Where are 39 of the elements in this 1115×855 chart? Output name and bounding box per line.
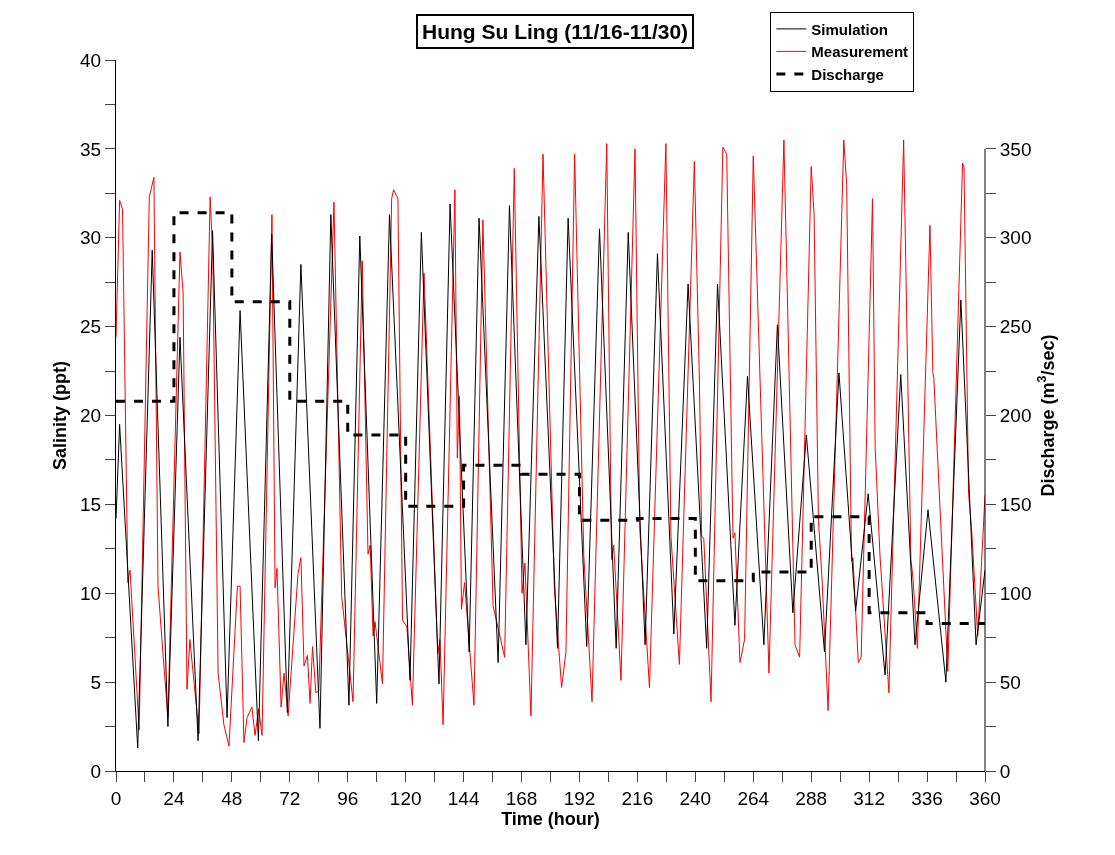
x-tick-label: 240 bbox=[679, 787, 712, 809]
x-tick-label: 288 bbox=[795, 787, 828, 809]
y2-tick-label: 0 bbox=[999, 760, 1011, 782]
x-tick-label: 360 bbox=[969, 787, 1001, 809]
x-tick-label: 0 bbox=[110, 787, 122, 809]
x-tick-label: 72 bbox=[279, 787, 301, 809]
y2-tick-label: 350 bbox=[999, 138, 1032, 160]
y-tick-label: 25 bbox=[80, 316, 102, 338]
x-tick-label: 96 bbox=[337, 787, 359, 809]
y-tick-label: 35 bbox=[80, 138, 102, 160]
x-tick-label: 336 bbox=[911, 787, 943, 809]
x-tick-label: 312 bbox=[853, 787, 885, 809]
y2-tick-label: 250 bbox=[999, 316, 1032, 338]
y2-tick-label: 50 bbox=[999, 671, 1021, 693]
y-tick-label: 15 bbox=[80, 494, 102, 516]
legend-label: Discharge bbox=[811, 65, 884, 83]
chart-title: Hung Su Ling (11/16-11/30) bbox=[422, 20, 689, 43]
x-tick-label: 24 bbox=[163, 787, 185, 809]
y2-tick-label: 200 bbox=[999, 405, 1032, 427]
y2-tick-label: 100 bbox=[999, 582, 1032, 604]
legend-label: Simulation bbox=[811, 20, 889, 38]
y-tick-label: 0 bbox=[90, 760, 102, 782]
y-tick-label: 40 bbox=[80, 49, 102, 71]
x-tick-label: 216 bbox=[621, 787, 654, 809]
x-tick-label: 120 bbox=[389, 787, 422, 809]
y-axis-title: Salinity (ppt) bbox=[50, 361, 71, 470]
x-tick-label: 192 bbox=[563, 787, 596, 809]
legend-label: Measurement bbox=[811, 43, 909, 61]
y-tick-label: 10 bbox=[80, 582, 102, 604]
x-tick-label: 144 bbox=[447, 787, 480, 809]
y2-tick-label: 150 bbox=[999, 494, 1032, 516]
x-tick-label: 264 bbox=[737, 787, 770, 809]
y-tick-label: 20 bbox=[80, 405, 102, 427]
y2-tick-label: 300 bbox=[999, 227, 1032, 249]
y-tick-label: 5 bbox=[90, 671, 102, 693]
y-tick-label: 30 bbox=[80, 227, 102, 249]
x-tick-label: 168 bbox=[505, 787, 538, 809]
x-axis-title: Time (hour) bbox=[501, 808, 600, 829]
x-tick-label: 48 bbox=[221, 787, 243, 809]
